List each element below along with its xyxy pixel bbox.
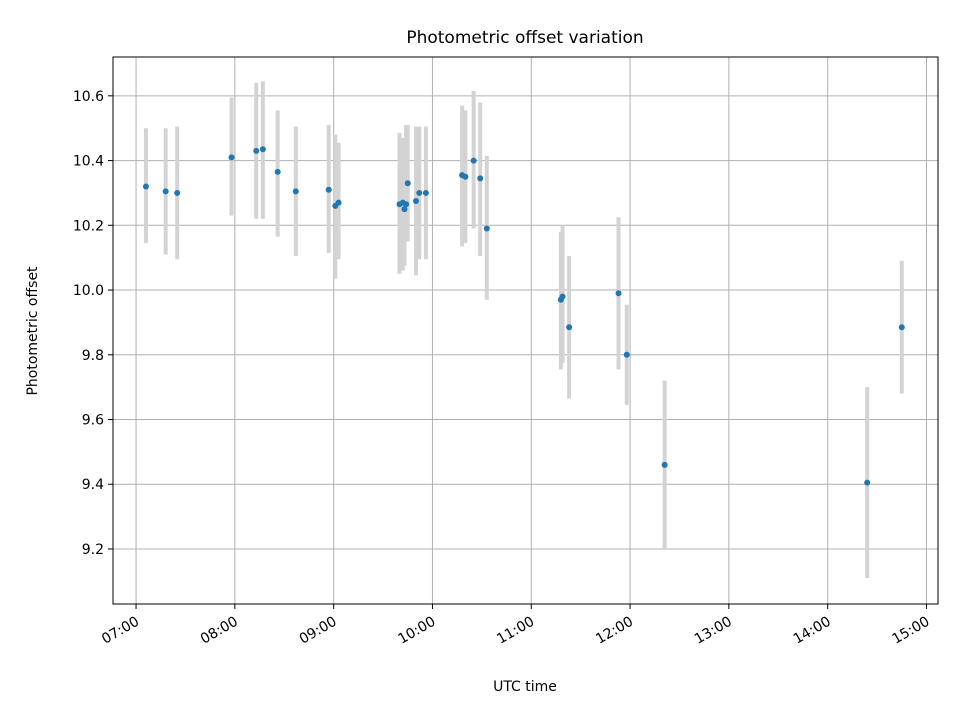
data-point	[403, 201, 410, 208]
data-point	[292, 188, 299, 195]
data-point	[615, 290, 622, 297]
y-tick-label: 10.2	[73, 218, 104, 234]
y-tick-label: 10.4	[73, 154, 104, 170]
plot-frame	[112, 56, 939, 605]
data-point	[325, 186, 332, 193]
x-axis-label: UTC time	[493, 679, 557, 695]
data-point	[422, 189, 429, 196]
data-point	[416, 189, 423, 196]
y-tick-label: 9.4	[82, 477, 104, 493]
y-tick-label: 9.8	[82, 348, 104, 364]
data-point	[174, 189, 181, 196]
data-points	[142, 146, 905, 486]
data-point	[661, 461, 668, 468]
data-point	[566, 324, 573, 331]
data-point	[477, 175, 484, 182]
data-point	[462, 173, 469, 180]
data-point	[404, 180, 411, 187]
data-point	[228, 154, 235, 161]
data-point	[253, 147, 260, 154]
data-point	[864, 479, 871, 486]
data-point	[559, 293, 566, 300]
data-point	[142, 183, 149, 190]
data-point	[898, 324, 905, 331]
data-point	[259, 146, 266, 153]
data-point	[623, 351, 630, 358]
y-tick-label: 10.0	[73, 283, 104, 299]
y-axis-label: Photometric offset	[25, 266, 41, 396]
data-point	[412, 198, 419, 205]
data-point	[401, 206, 408, 213]
chart-title: Photometric offset variation	[406, 28, 643, 48]
data-point	[274, 168, 281, 175]
data-point	[470, 157, 477, 164]
y-axis-ticks: 9.2 9.4 9.6 9.8 10.0 10.2 10.4 10.6	[73, 89, 113, 558]
y-tick-label: 10.6	[73, 89, 104, 105]
y-tick-label: 9.6	[82, 413, 104, 429]
data-point	[335, 199, 342, 206]
data-point	[483, 225, 490, 232]
data-point	[162, 188, 169, 195]
y-tick-label: 9.2	[82, 542, 104, 558]
